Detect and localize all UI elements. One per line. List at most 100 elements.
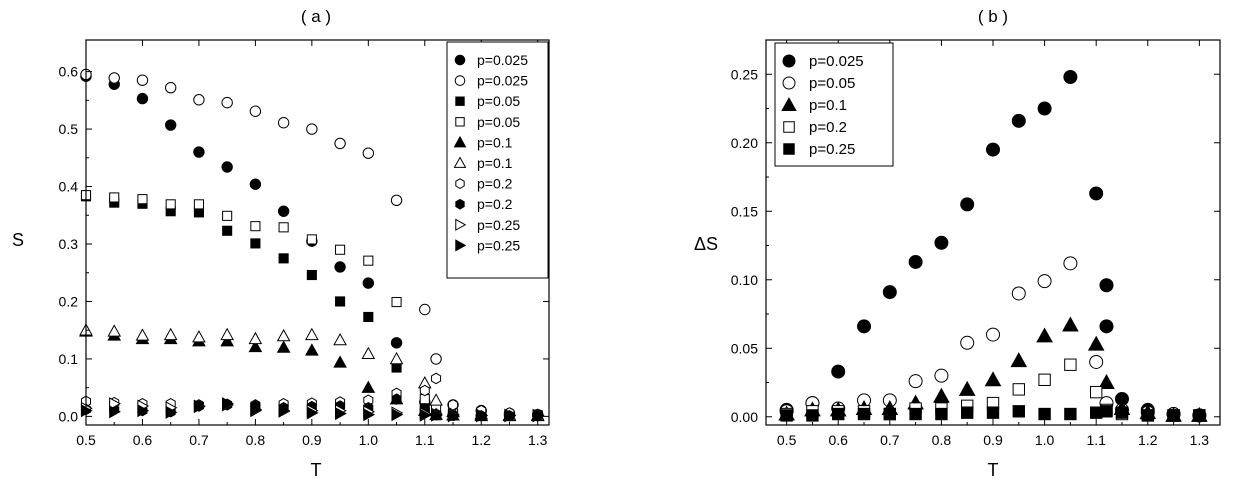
chart-b-point: [831, 364, 846, 379]
chart-a-point: [222, 225, 233, 236]
chart-a-ytick-label: 0.5: [59, 121, 79, 137]
chart-panel-b: ( b ) ΔS T 0.5 0.6 0.7 0.8 0.9 1.0 1.1 1.2 1.30.…: [694, 7, 1221, 480]
chart-b-point: [960, 197, 975, 212]
chart-b-point: [1064, 407, 1077, 421]
chart-a-point: [221, 161, 233, 173]
chart-a-ytick-label: 0.4: [59, 179, 79, 195]
chart-a-xtick-label: 0.8: [246, 432, 266, 448]
chart-a-ylabel: S: [12, 230, 24, 250]
chart-a-legend-label: p=0.05: [477, 93, 520, 109]
chart-b-legend-marker: [782, 76, 796, 90]
chart-b-xlabel: T: [988, 460, 999, 480]
chart-b-point: [986, 142, 1000, 157]
chart-b-point: [909, 407, 922, 421]
chart-b-legend-marker: [783, 143, 795, 155]
chart-b-point: [1099, 319, 1114, 334]
chart-a-point: [276, 340, 291, 353]
chart-b-point: [883, 407, 897, 421]
chart-panel-a: ( a ) S T 0.5 0.6 0.7 0.8 0.9 1.0 1.1 1.2 1.3 0.0…: [12, 7, 550, 480]
chart-a-legend-label: p=0.2: [477, 176, 513, 192]
chart-b-point: [1115, 406, 1129, 419]
chart-b-legend-label: p=0.025: [809, 53, 864, 70]
chart-a-point: [220, 334, 234, 347]
chart-a-legend-marker: [455, 96, 465, 106]
chart-a-point: [419, 303, 431, 316]
chart-b-point: [1011, 286, 1026, 301]
chart-a-point: [306, 123, 318, 135]
chart-a-legend-marker: [454, 75, 466, 86]
chart-a-point: [163, 327, 178, 341]
chart-b-point: [1100, 405, 1113, 418]
chart-a-point: [276, 328, 291, 342]
chart-b-xtick-label: 1.3: [1190, 432, 1210, 448]
chart-a-point: [248, 339, 263, 353]
chart-a-point: [335, 244, 346, 255]
chart-b-point: [1036, 327, 1053, 343]
chart-b-legend-label: p=0.05: [809, 75, 855, 92]
chart-a-point: [363, 255, 374, 266]
chart-a-point: [248, 331, 263, 345]
chart-a-point: [363, 311, 374, 323]
chart-a-legend-label: p=0.025: [477, 73, 528, 89]
chart-b-point: [1064, 358, 1077, 371]
chart-a-point: [249, 178, 262, 190]
chart-b-point: [908, 374, 923, 389]
chart-a-legend-marker: [453, 156, 467, 168]
chart-a-point: [193, 400, 206, 414]
chart-b-point: [1038, 407, 1051, 421]
chart-b-xtick-label: 0.6: [828, 432, 848, 448]
chart-b-legend-label: p=0.2: [809, 119, 847, 136]
chart-a-point: [165, 199, 176, 210]
chart-a-xtick-label: 1.0: [359, 432, 379, 448]
chart-a-point: [391, 296, 402, 308]
chart-a-point: [429, 393, 443, 406]
chart-a-series-9: [80, 397, 545, 423]
chart-b-point: [933, 387, 950, 403]
chart-a-point: [305, 327, 319, 341]
chart-b-point: [1099, 278, 1114, 293]
chart-a-xtick-label: 1.3: [528, 432, 548, 448]
chart-b-point: [1089, 406, 1103, 419]
chart-b-point: [1089, 385, 1103, 399]
chart-b-point: [1098, 374, 1115, 390]
chart-a-xtick-label: 1.2: [472, 432, 492, 448]
chart-a-point: [391, 393, 402, 405]
chart-a-title: ( a ): [301, 7, 331, 26]
chart-a-point: [504, 409, 517, 423]
chart-a-point: [389, 351, 404, 365]
chart-a-xtick-label: 0.7: [189, 432, 209, 448]
chart-a-point: [109, 397, 121, 411]
chart-a-legend-marker: [455, 117, 465, 127]
chart-a-ytick-label: 0.1: [59, 351, 79, 367]
chart-b-ylabel: ΔS: [694, 234, 718, 254]
chart-a-legend-label: p=0.2: [477, 196, 513, 212]
chart-b-point: [961, 406, 974, 419]
chart-a-point: [192, 330, 206, 343]
chart-a-legend-marker: [453, 135, 467, 148]
chart-a-legend-label: p=0.1: [477, 134, 513, 150]
chart-a-legend: p=0.025 p=0.025 p=0.05 p=0.05 p=0.1 p=0.1 p=0.…: [446, 41, 549, 279]
chart-b-point: [1011, 113, 1026, 128]
chart-a-point: [335, 296, 346, 307]
chart-a-point: [431, 372, 442, 385]
chart-b-ytick-label: 0.10: [731, 272, 758, 288]
chart-a-legend-label: p=0.25: [477, 237, 520, 253]
chart-a-ytick-label: 0.6: [59, 64, 79, 80]
chart-b-xtick-label: 1.2: [1138, 432, 1158, 448]
chart-a-point: [278, 222, 289, 233]
chart-a-point: [222, 210, 233, 221]
chart-b-legend-marker: [783, 121, 795, 133]
chart-b-point: [1063, 69, 1078, 84]
chart-b-point: [1012, 405, 1025, 418]
chart-a-ytick-label: 0.2: [59, 293, 79, 309]
chart-a-legend-marker: [455, 218, 467, 231]
chart-a-point: [250, 402, 263, 417]
chart-a-point: [391, 362, 402, 373]
chart-a-point: [193, 146, 205, 158]
chart-a-xtick-label: 0.9: [302, 432, 322, 448]
chart-a-ytick-label: 0.3: [59, 236, 79, 252]
chart-b-point: [857, 319, 872, 334]
chart-b-point: [934, 235, 949, 250]
chart-a-point: [278, 253, 289, 264]
chart-a-xlabel: T: [311, 460, 322, 480]
